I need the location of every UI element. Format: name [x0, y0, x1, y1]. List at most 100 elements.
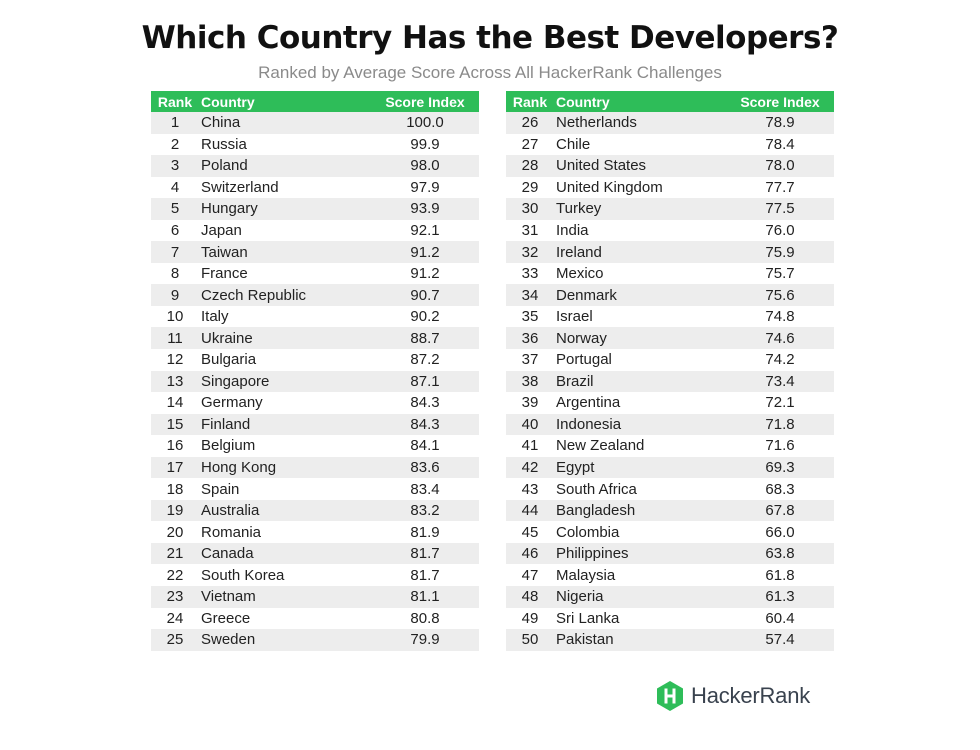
country-cell: Egypt [556, 459, 595, 477]
table-row: 6 Japan 92.1 [151, 219, 479, 242]
score-cell: 76.0 [765, 222, 795, 239]
rank-cell: 13 [166, 372, 184, 390]
score-cell: 97.9 [410, 178, 440, 196]
rank-cell: 50 [521, 631, 539, 649]
header-country: Country [556, 93, 610, 110]
score-cell: 83.4 [410, 480, 440, 498]
rank-cell: 37 [521, 351, 539, 369]
rank-cell: 31 [521, 222, 539, 239]
score-cell: 71.8 [765, 415, 795, 433]
table-row: 1 China 100.0 [151, 112, 479, 134]
country-cell: Czech Republic [201, 286, 307, 304]
table-row: 5 Hungary 93.9 [151, 198, 479, 220]
rank-cell: 26 [521, 114, 539, 132]
rank-cell: 47 [521, 566, 539, 584]
country-cell: Poland [201, 157, 248, 175]
rank-cell: 12 [166, 351, 184, 369]
table-row: 21 Canada 81.7 [151, 542, 479, 565]
rank-cell: 41 [521, 437, 539, 455]
country-cell: Japan [201, 222, 242, 239]
table-row: 45 Colombia 66.0 [506, 521, 834, 543]
rank-cell: 24 [166, 609, 184, 627]
header-score-index: Score Index [740, 93, 820, 110]
score-cell: 67.8 [765, 502, 795, 520]
table-row: 23 Vietnam 81.1 [151, 586, 479, 608]
country-cell: Sweden [201, 631, 256, 649]
score-cell: 81.7 [410, 545, 440, 563]
country-cell: South Korea [201, 566, 285, 584]
rank-cell: 19 [166, 502, 184, 520]
score-cell: 75.6 [765, 286, 795, 304]
country-cell: Belgium [201, 437, 256, 455]
country-cell: Hong Kong [201, 459, 277, 477]
table-row: 33 Mexico 75.7 [506, 262, 834, 285]
score-cell: 87.2 [410, 351, 440, 369]
score-cell: 90.2 [410, 308, 440, 326]
score-cell: 83.6 [410, 459, 440, 477]
rank-cell: 39 [521, 394, 539, 412]
header-rank: Rank [157, 93, 193, 110]
score-cell: 91.2 [410, 265, 440, 283]
rank-cell: 2 [170, 135, 180, 153]
score-cell: 87.1 [410, 372, 440, 390]
rank-cell: 35 [521, 308, 539, 326]
score-cell: 77.5 [765, 200, 795, 218]
rank-cell: 27 [521, 135, 539, 153]
table-row: 35 Israel 74.8 [506, 305, 834, 328]
header-rank: Rank [512, 93, 548, 110]
score-cell: 78.0 [765, 157, 795, 175]
score-cell: 88.7 [410, 329, 440, 347]
table-row: 19 Australia 83.2 [151, 499, 479, 522]
country-cell: Netherlands [556, 114, 637, 132]
chart-subtitle: Ranked by Average Score Across All Hacke… [258, 63, 722, 82]
country-cell: Denmark [556, 286, 617, 304]
rank-cell: 42 [521, 459, 539, 477]
rank-cell: 10 [166, 308, 184, 326]
rank-cell: 49 [521, 609, 539, 627]
country-cell: Brazil [556, 372, 594, 390]
rank-cell: 34 [521, 286, 539, 304]
table-row: 7 Taiwan 91.2 [151, 241, 479, 263]
table-row: 3 Poland 98.0 [151, 155, 479, 177]
table-row: 11 Ukraine 88.7 [151, 327, 479, 350]
table-row: 41 New Zealand 71.6 [506, 435, 834, 457]
table-row: 10 Italy 90.2 [151, 305, 479, 328]
country-cell: Vietnam [201, 588, 256, 606]
rank-cell: 29 [521, 178, 539, 196]
country-cell: Hungary [201, 200, 258, 218]
rank-cell: 33 [521, 265, 539, 283]
table-row: 31 India 76.0 [506, 219, 834, 242]
country-cell: Ireland [556, 243, 602, 261]
rank-cell: 22 [166, 566, 184, 584]
score-cell: 78.4 [765, 135, 795, 153]
score-cell: 61.3 [765, 588, 795, 606]
rank-cell: 43 [521, 480, 539, 498]
rank-cell: 40 [521, 415, 539, 433]
table-row: 34 Denmark 75.6 [506, 284, 834, 306]
score-cell: 74.8 [765, 308, 795, 326]
table-row: 38 Brazil 73.4 [506, 370, 834, 393]
table-row: 25 Sweden 79.9 [151, 629, 479, 651]
score-cell: 78.9 [765, 114, 795, 132]
score-cell: 81.9 [410, 523, 440, 541]
score-cell: 79.9 [410, 631, 440, 649]
score-cell: 66.0 [765, 523, 795, 541]
rank-cell: 44 [521, 502, 539, 520]
country-cell: Switzerland [201, 178, 279, 196]
table-row: 28 United States 78.0 [506, 155, 834, 177]
hackerrank-logo: HackerRank [655, 680, 810, 712]
score-cell: 74.6 [765, 329, 795, 347]
rank-cell: 3 [170, 157, 180, 175]
table-row: 36 Norway 74.6 [506, 327, 834, 350]
table-row: 48 Nigeria 61.3 [506, 586, 834, 608]
score-cell: 90.7 [410, 286, 440, 304]
score-cell: 77.7 [765, 178, 795, 196]
table-row: 30 Turkey 77.5 [506, 198, 834, 220]
table-row: 9 Czech Republic 90.7 [151, 284, 479, 306]
country-cell: Philippines [556, 545, 629, 563]
table-row: 32 Ireland 75.9 [506, 241, 834, 263]
table-row: 47 Malaysia 61.8 [506, 564, 834, 587]
rank-cell: 45 [521, 523, 539, 541]
table-row: 2 Russia 99.9 [151, 133, 479, 156]
score-cell: 71.6 [765, 437, 795, 455]
